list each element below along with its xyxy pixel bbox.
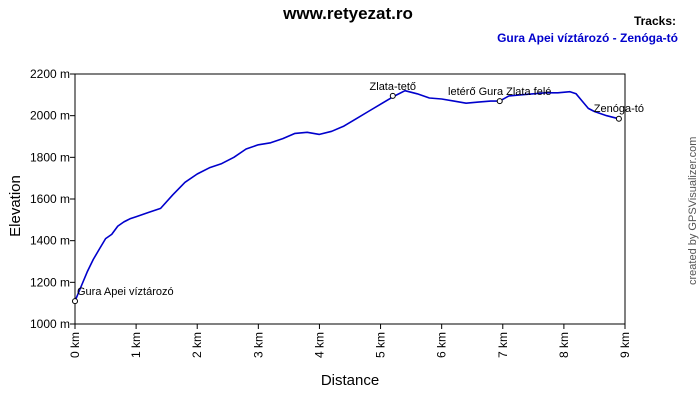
credit-text: created by GPSVisualizer.com xyxy=(687,137,699,285)
x-tick-label: 6 km xyxy=(435,332,449,358)
track-name: Gura Apei víztározó - Zenóga-tó xyxy=(497,31,678,45)
y-axis-label: Elevation xyxy=(7,175,24,237)
x-tick-label: 2 km xyxy=(190,332,204,358)
waypoint-marker xyxy=(496,98,503,105)
y-tick-label: 1200 m xyxy=(30,275,70,289)
waypoint-marker xyxy=(615,115,622,122)
x-tick-label: 5 km xyxy=(374,332,388,358)
waypoint-label: letérő Gura Zlata felé xyxy=(448,86,551,98)
y-axis: 1000 m 1200 m 1400 m 1600 m 1800 m 2000 m 2200… xyxy=(30,67,75,331)
x-tick-label: 8 km xyxy=(557,332,571,358)
series-layer xyxy=(74,89,620,302)
x-axis: 0 km 1 km 2 km 3 km 4 km 5 km 6 km 7 km 8 km 9 km xyxy=(68,324,632,358)
waypoint-label: Zenóga-tó xyxy=(594,103,644,115)
x-tick-label: 1 km xyxy=(129,332,143,358)
y-tick-label: 1800 m xyxy=(30,150,70,164)
waypoint-label: Gura Apei víztározó xyxy=(77,286,174,298)
y-tick-label: 1400 m xyxy=(30,234,70,248)
chart-title: www.retyezat.ro xyxy=(282,4,413,23)
waypoint-label: Zlata-tető xyxy=(370,81,416,93)
annotation-layer: Gura Apei víztározó Zlata-tető letérő Gura… xyxy=(72,81,644,305)
tracks-heading: Tracks: xyxy=(634,14,676,28)
x-axis-label: Distance xyxy=(321,372,379,389)
x-tick-label: 4 km xyxy=(312,332,326,358)
y-tick-label: 1000 m xyxy=(30,317,70,331)
y-tick-label: 2200 m xyxy=(30,67,70,81)
y-tick-label: 1600 m xyxy=(30,192,70,206)
waypoint-marker xyxy=(389,92,396,99)
x-tick-label: 7 km xyxy=(496,332,510,358)
y-tick-label: 2000 m xyxy=(30,109,70,123)
x-tick-label: 9 km xyxy=(618,332,632,358)
x-tick-label: 3 km xyxy=(251,332,265,358)
elevation-series-line xyxy=(74,89,620,302)
x-tick-label: 0 km xyxy=(68,332,82,358)
waypoint-marker xyxy=(72,298,78,305)
